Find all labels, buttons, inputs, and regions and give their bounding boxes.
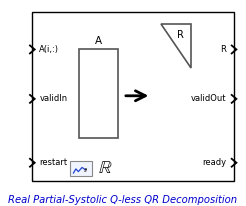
Text: Real Partial-Systolic Q-less QR Decomposition: Real Partial-Systolic Q-less QR Decompos… [8, 195, 238, 205]
Text: ready: ready [202, 158, 226, 167]
Text: A(i,:): A(i,:) [39, 45, 59, 54]
Text: restart: restart [39, 158, 67, 167]
Text: fi: fi [84, 168, 88, 173]
Bar [79, 49, 118, 138]
Polygon shape [161, 24, 191, 68]
Bar [70, 161, 92, 176]
Text: validIn: validIn [39, 94, 67, 103]
Text: R: R [220, 45, 226, 54]
Text: R: R [177, 30, 184, 40]
Text: A: A [95, 36, 102, 46]
Text: $\mathbb{R}$: $\mathbb{R}$ [98, 159, 113, 177]
Text: validOut: validOut [191, 94, 226, 103]
Bar [32, 12, 234, 181]
